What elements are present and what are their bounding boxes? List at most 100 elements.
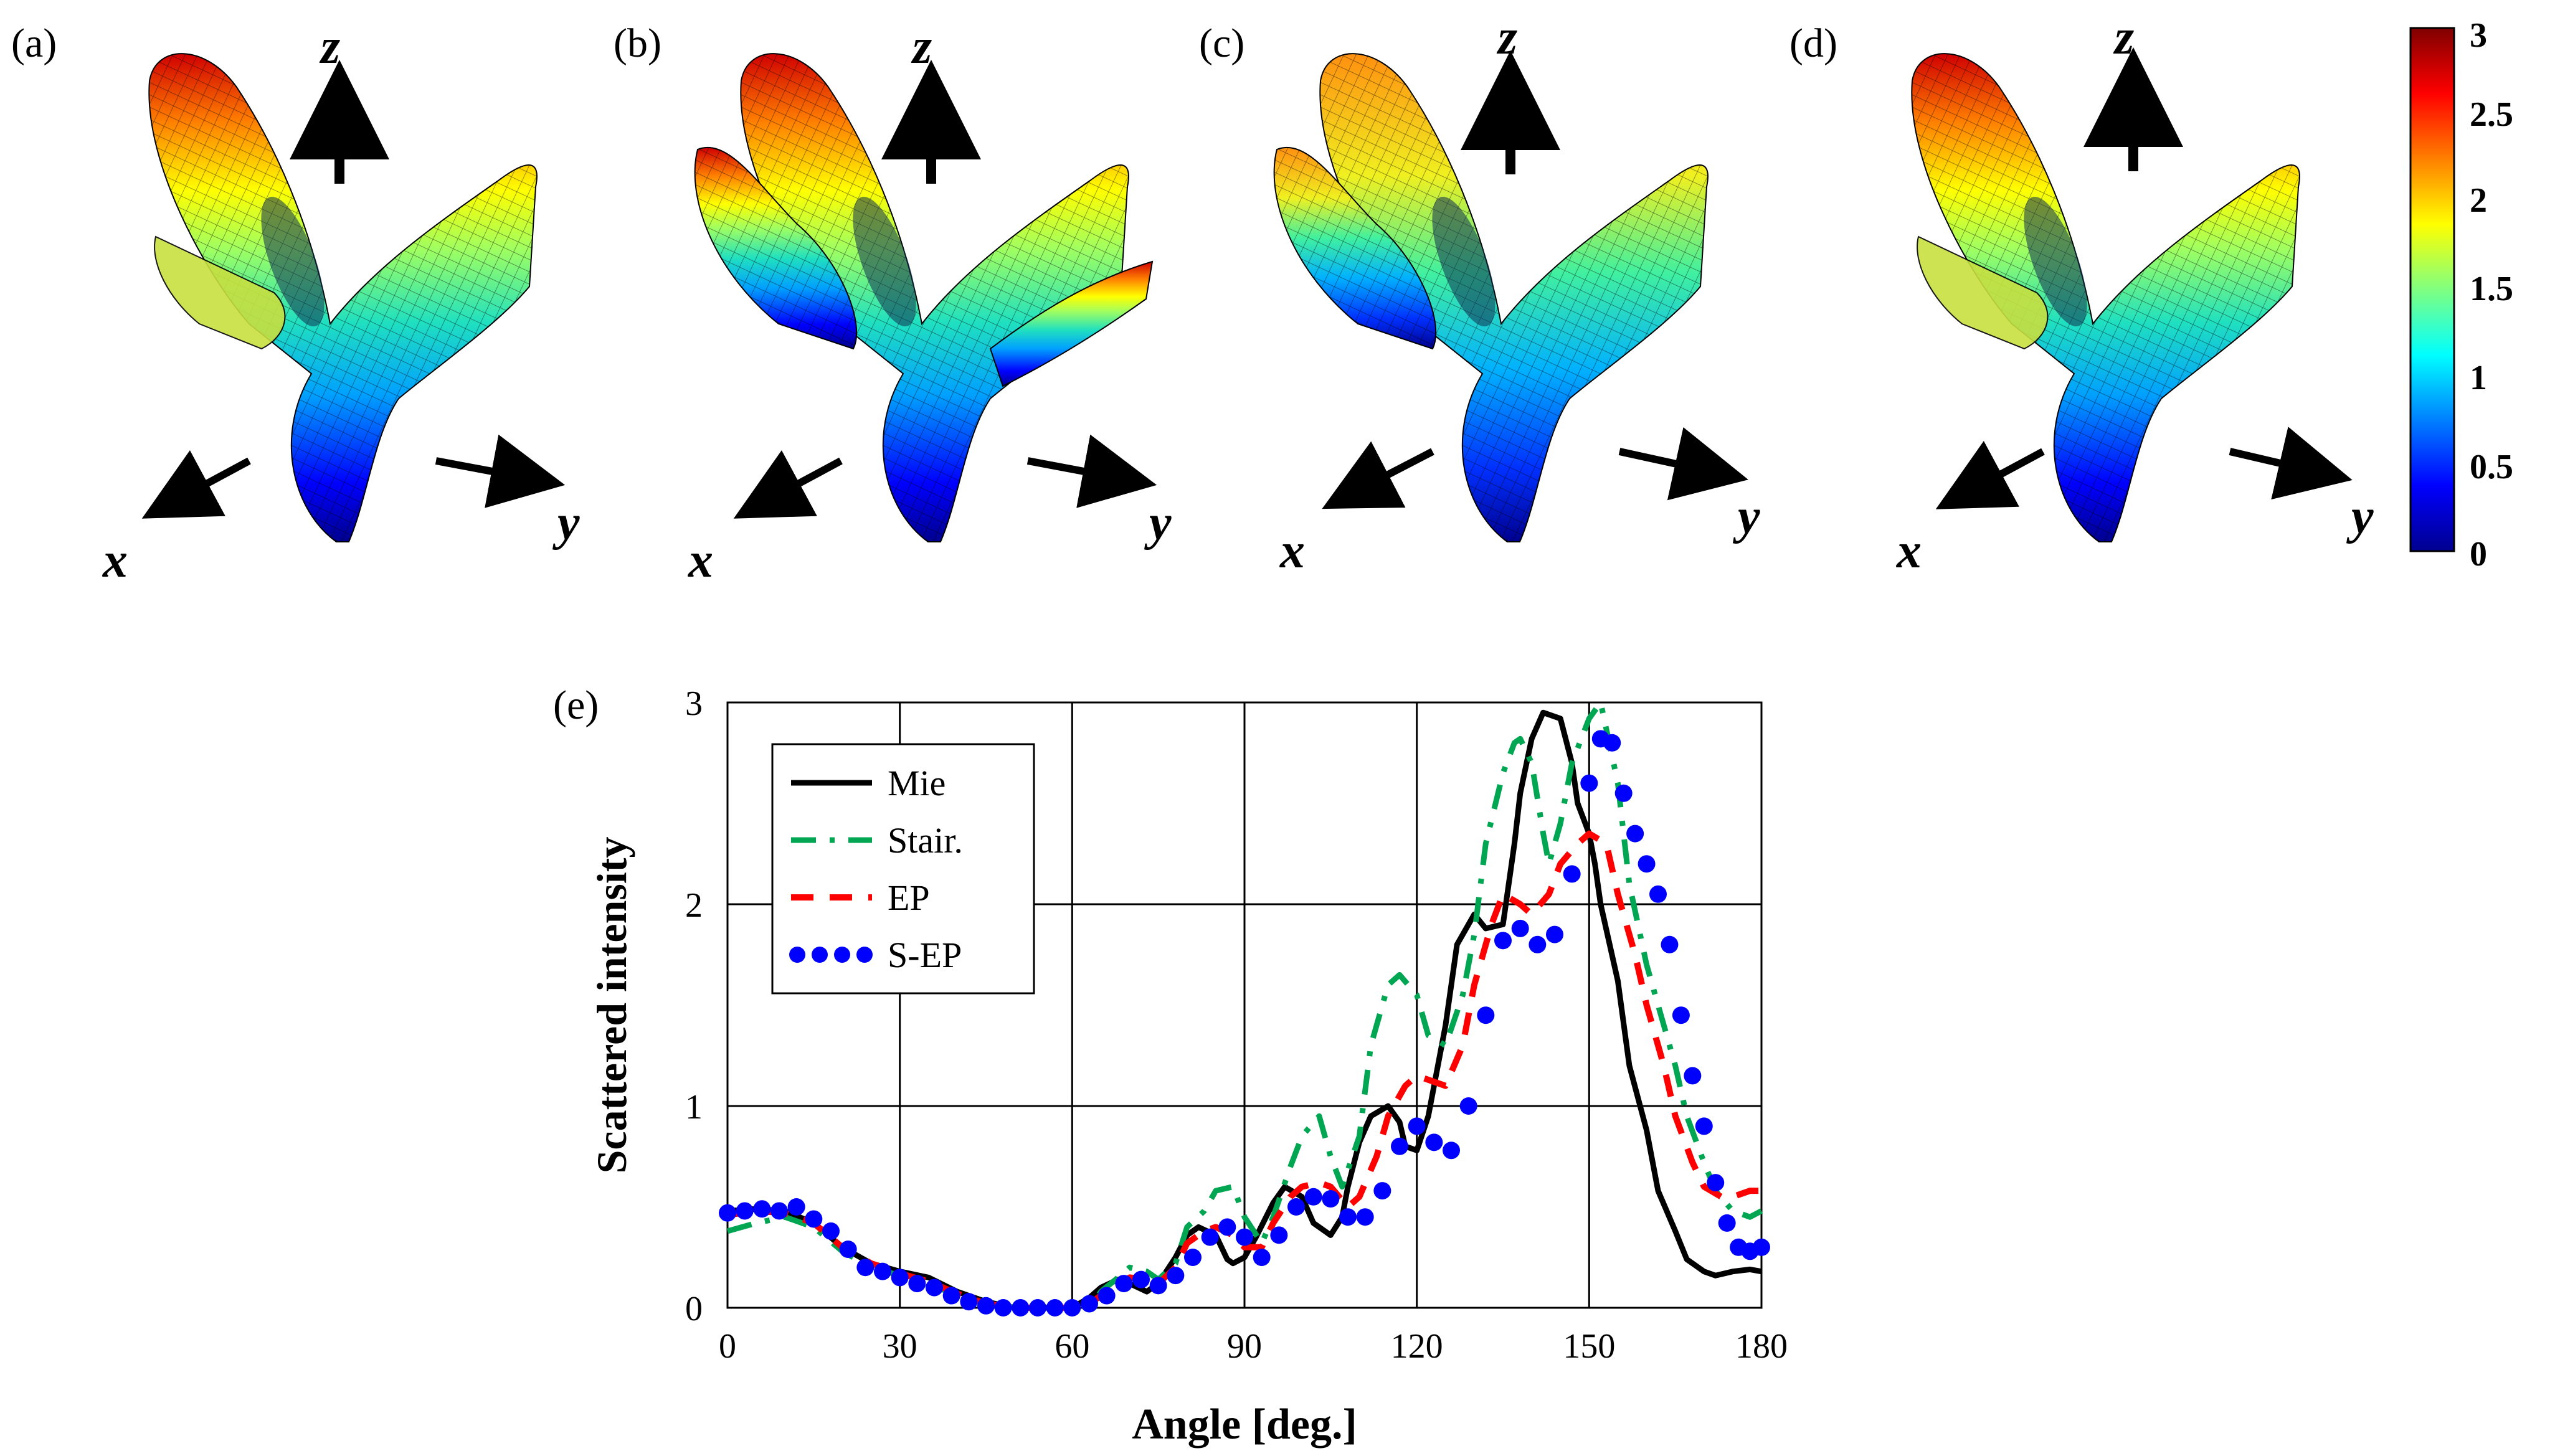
radiation-pattern-a — [141, 53, 566, 542]
panel-label-c: (c) — [1199, 21, 1245, 66]
data-point — [1012, 1299, 1030, 1317]
data-point — [1373, 1182, 1391, 1200]
x-axis-arrow-b — [733, 450, 843, 519]
data-point — [1603, 734, 1621, 752]
y-axis-arrow-c — [1618, 427, 1748, 501]
legend-item-mie: Mie — [791, 763, 946, 803]
data-point — [736, 1202, 754, 1220]
y-tick-label: 3 — [685, 684, 703, 723]
data-point — [787, 1198, 805, 1216]
x-tick-label: 60 — [1055, 1327, 1089, 1366]
data-point — [1391, 1137, 1408, 1155]
legend-item-stair-: Stair. — [791, 820, 963, 861]
data-point — [1753, 1238, 1770, 1256]
legend-swatch-dot — [834, 947, 850, 963]
data-point — [908, 1275, 926, 1293]
data-point — [719, 1204, 736, 1222]
y-label-d: y — [2351, 489, 2374, 544]
colorbar-tick-2.5: 2.5 — [2470, 95, 2513, 134]
colorbar-tick-2: 2 — [2470, 181, 2487, 220]
z-label-b: z — [913, 19, 932, 74]
data-point — [1695, 1117, 1713, 1135]
data-point — [822, 1222, 840, 1240]
x-tick-label: 150 — [1563, 1327, 1615, 1366]
data-point — [1546, 925, 1563, 943]
data-point — [1322, 1190, 1340, 1208]
series-line — [726, 699, 1763, 1311]
data-point — [1339, 1208, 1357, 1226]
y-label-a: y — [557, 496, 580, 551]
data-point — [1097, 1287, 1116, 1305]
colorbar-tick-3: 3 — [2470, 16, 2487, 55]
legend-swatch-dot — [812, 947, 828, 963]
legend-swatch-dot — [789, 947, 805, 963]
panel-label-b: (b) — [614, 21, 661, 66]
data-point — [1184, 1249, 1202, 1266]
legend: Mie Stair. EP S-EP — [771, 743, 1035, 995]
data-point — [1511, 919, 1529, 937]
panel-label-d: (d) — [1789, 21, 1837, 66]
data-point — [1029, 1299, 1046, 1317]
x-axis-arrow-d — [1935, 441, 2045, 509]
data-point — [1253, 1249, 1271, 1266]
series-stair- — [726, 699, 1763, 1311]
colorbar-tick-1: 1 — [2470, 359, 2487, 397]
data-point — [960, 1293, 978, 1311]
data-point — [994, 1299, 1012, 1317]
data-point — [1149, 1277, 1167, 1295]
series-s-ep — [719, 730, 1770, 1317]
data-point — [1529, 935, 1547, 953]
y-tick-label: 1 — [685, 1088, 703, 1127]
y-label-b: y — [1149, 496, 1172, 551]
data-point — [1580, 774, 1598, 792]
data-point — [1201, 1228, 1219, 1246]
data-point — [1287, 1198, 1305, 1216]
data-point — [1218, 1218, 1236, 1236]
legend-item-ep: EP — [791, 877, 930, 918]
legend-item-s-ep: S-EP — [789, 935, 962, 975]
data-point — [1081, 1295, 1098, 1313]
panel-label-e: (e) — [553, 683, 599, 728]
lobe-group-d — [1911, 53, 2300, 542]
lobe-group-b — [694, 53, 1154, 542]
data-point — [1046, 1299, 1064, 1317]
data-point — [1304, 1188, 1322, 1206]
data-point — [1684, 1067, 1702, 1085]
x-label-b: x — [688, 533, 713, 588]
colorbar-tick-1.5: 1.5 — [2470, 270, 2513, 308]
legend-swatch-dot — [856, 947, 873, 963]
x-label-d: x — [1897, 524, 1922, 579]
data-point — [1707, 1174, 1725, 1192]
legend-label: Mie — [888, 763, 946, 803]
x-axis-label: Angle [deg.] — [1132, 1401, 1357, 1449]
data-point — [942, 1287, 960, 1305]
data-point — [1477, 1006, 1495, 1024]
data-point — [1408, 1117, 1426, 1135]
data-point — [1638, 855, 1656, 873]
data-point — [1459, 1097, 1477, 1115]
data-point — [1270, 1226, 1288, 1244]
data-point — [891, 1269, 909, 1287]
x-tick-label: 90 — [1227, 1327, 1262, 1366]
x-tick-label: 120 — [1391, 1327, 1443, 1366]
data-point — [977, 1297, 995, 1315]
data-point — [1356, 1208, 1374, 1226]
y-axis-arrow-d — [2229, 427, 2353, 500]
data-point — [1661, 935, 1679, 953]
x-tick-label: 180 — [1735, 1327, 1788, 1366]
data-point — [1626, 825, 1644, 843]
data-point — [839, 1241, 857, 1259]
data-point — [856, 1259, 875, 1277]
data-point — [1718, 1214, 1736, 1232]
colorbar-gradient — [2409, 27, 2455, 552]
y-axis-label: Scattered intensity — [588, 837, 635, 1174]
z-label-d: z — [2115, 10, 2135, 65]
radiation-pattern-b — [694, 53, 1157, 542]
x-label-c: x — [1280, 524, 1305, 579]
data-point — [805, 1210, 823, 1228]
y-tick-label: 0 — [685, 1290, 703, 1328]
data-point — [753, 1200, 771, 1218]
lobe-group-c — [1273, 53, 1709, 542]
intensity-chart: 0 30 60 90 120 150 180 0 1 2 3 Angle [deg.] Scattere… — [588, 684, 1788, 1449]
